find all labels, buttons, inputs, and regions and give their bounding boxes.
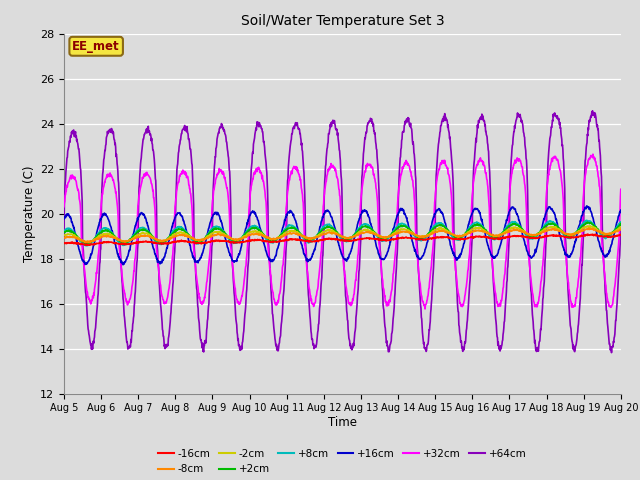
Legend: -16cm, -8cm, -2cm, +2cm, +8cm, +16cm, +32cm, +64cm: -16cm, -8cm, -2cm, +2cm, +8cm, +16cm, +3…	[154, 445, 531, 479]
X-axis label: Time: Time	[328, 416, 357, 429]
Text: EE_met: EE_met	[72, 40, 120, 53]
Y-axis label: Temperature (C): Temperature (C)	[23, 165, 36, 262]
Title: Soil/Water Temperature Set 3: Soil/Water Temperature Set 3	[241, 14, 444, 28]
